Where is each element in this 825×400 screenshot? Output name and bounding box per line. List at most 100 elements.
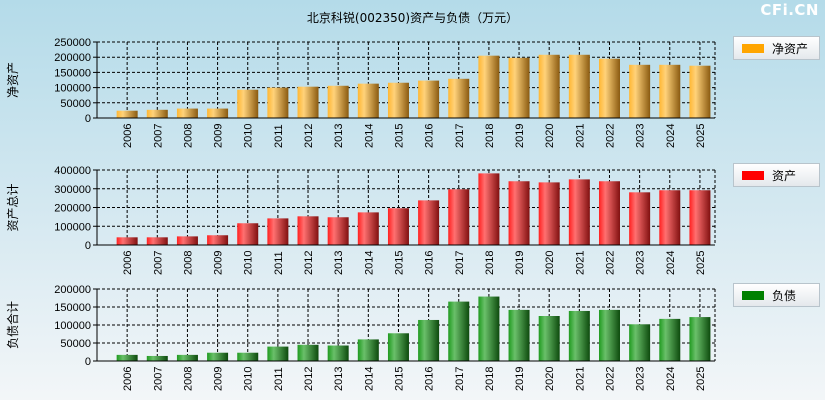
bar-2020 [538, 182, 560, 245]
bar-2007 [146, 237, 168, 245]
bar-2015 [387, 208, 409, 245]
x-tick-label: 2010 [243, 367, 255, 391]
bar-2020 [538, 54, 560, 118]
bar-2015 [387, 82, 409, 118]
x-tick-label: 2006 [122, 251, 134, 275]
legend-label: 资产 [772, 168, 797, 183]
x-tick-label: 2008 [182, 367, 194, 391]
bar-2006 [116, 237, 138, 245]
bar-2019 [508, 181, 530, 245]
y-axis-title: 负债合计 [5, 301, 20, 349]
x-tick-label: 2014 [363, 367, 375, 391]
bar-2011 [267, 346, 289, 361]
bar-2021 [568, 310, 590, 361]
bar-2017 [448, 301, 470, 361]
legend-liabilities: 负债 [733, 283, 820, 307]
x-tick-label: 2012 [303, 251, 315, 275]
bar-2007 [146, 109, 168, 118]
x-tick-label: 2011 [273, 251, 285, 275]
y-tick-label: 400000 [54, 165, 91, 177]
bar-2022 [598, 181, 620, 245]
y-tick-label: 50000 [60, 98, 91, 110]
y-tick-label: 200000 [54, 284, 91, 296]
bar-2018 [478, 173, 500, 245]
x-tick-label: 2025 [695, 124, 707, 148]
bar-2017 [448, 189, 470, 245]
bar-2023 [629, 192, 651, 245]
bar-2025 [689, 65, 711, 118]
chart-panel-1: 0 100000 200000 300000 400000 2006 2007 2008 200… [6, 165, 716, 275]
x-tick-label: 2010 [243, 251, 255, 275]
y-tick-label: 100000 [54, 221, 91, 233]
x-tick-label: 2025 [695, 367, 707, 391]
x-tick-label: 2016 [424, 124, 436, 148]
y-tick-label: 0 [85, 240, 91, 252]
bar-2016 [418, 80, 440, 118]
x-tick-label: 2024 [665, 124, 677, 148]
bar-2014 [357, 212, 379, 245]
x-tick-label: 2013 [333, 124, 345, 148]
x-tick-label: 2014 [363, 251, 375, 275]
x-tick-label: 2008 [182, 251, 194, 275]
bar-2013 [327, 85, 349, 118]
x-tick-label: 2018 [484, 367, 496, 391]
x-tick-label: 2024 [665, 367, 677, 391]
bar-2010 [237, 223, 259, 245]
x-tick-label: 2020 [544, 367, 556, 391]
bar-2016 [418, 200, 440, 245]
x-tick-label: 2023 [635, 251, 647, 275]
legend-swatch [742, 290, 764, 300]
y-tick-label: 200000 [54, 52, 91, 64]
bar-2016 [418, 319, 440, 361]
bar-2006 [116, 110, 138, 118]
bar-2021 [568, 179, 590, 245]
x-tick-label: 2023 [635, 367, 647, 391]
x-tick-label: 2007 [152, 251, 164, 275]
bar-2010 [237, 352, 259, 361]
x-tick-label: 2010 [243, 124, 255, 148]
x-tick-label: 2017 [454, 251, 466, 275]
legend-equity: 净资产 [733, 36, 820, 60]
x-tick-label: 2011 [273, 124, 285, 148]
x-tick-label: 2024 [665, 251, 677, 275]
x-tick-label: 2025 [695, 251, 707, 275]
x-tick-label: 2022 [604, 367, 616, 391]
y-tick-label: 0 [85, 356, 91, 368]
bar-2015 [387, 333, 409, 361]
bar-2024 [659, 190, 681, 245]
x-tick-label: 2021 [574, 124, 586, 148]
bar-2009 [207, 108, 229, 118]
bar-2011 [267, 87, 289, 118]
x-tick-label: 2016 [424, 251, 436, 275]
y-tick-label: 100000 [54, 320, 91, 332]
chart-panel-0: 0 50000 100000 150000 200000 250000 2006 2007 20… [6, 37, 716, 148]
bar-2013 [327, 345, 349, 361]
x-tick-label: 2015 [393, 251, 405, 275]
x-tick-label: 2016 [424, 367, 436, 391]
bar-2008 [176, 236, 198, 245]
bar-2012 [297, 216, 319, 245]
bar-2007 [146, 355, 168, 361]
bar-2017 [448, 78, 470, 118]
x-tick-label: 2007 [152, 367, 164, 391]
y-axis-title: 净资产 [6, 62, 20, 98]
bar-2013 [327, 217, 349, 245]
watermark: CFi.CN [760, 1, 819, 19]
bar-2008 [176, 108, 198, 118]
bar-2018 [478, 296, 500, 361]
bar-2006 [116, 354, 138, 361]
x-tick-label: 2008 [182, 124, 194, 148]
x-tick-label: 2007 [152, 124, 164, 148]
bar-2009 [207, 352, 229, 361]
legend-assets: 资产 [733, 163, 820, 187]
y-tick-label: 200000 [54, 203, 91, 215]
x-tick-label: 2011 [273, 367, 285, 391]
y-tick-label: 100000 [54, 83, 91, 95]
x-tick-label: 2022 [604, 251, 616, 275]
bar-2023 [629, 324, 651, 361]
legend-label: 净资产 [772, 41, 809, 56]
y-tick-label: 150000 [54, 67, 91, 79]
legend-swatch [742, 170, 764, 180]
x-tick-label: 2009 [213, 124, 225, 148]
bar-2018 [478, 55, 500, 118]
